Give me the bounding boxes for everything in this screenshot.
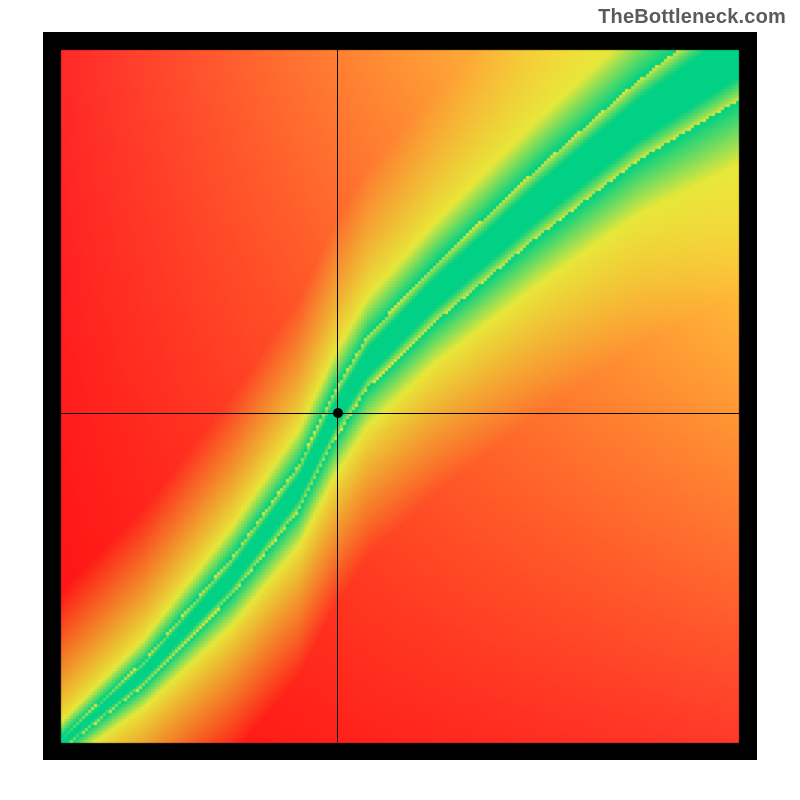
crosshair-horizontal (61, 413, 739, 414)
watermark-text: TheBottleneck.com (598, 6, 786, 29)
crosshair-vertical (337, 50, 338, 742)
heatmap-canvas (43, 32, 757, 760)
marker-dot (333, 408, 343, 418)
